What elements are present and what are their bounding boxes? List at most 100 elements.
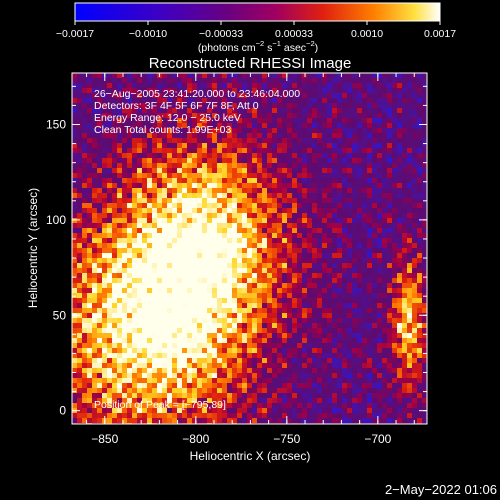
heatmap-pixel bbox=[202, 98, 207, 103]
heatmap-pixel bbox=[422, 233, 427, 238]
heatmap-pixel bbox=[342, 348, 347, 353]
heatmap-pixel bbox=[107, 203, 112, 208]
heatmap-pixel bbox=[212, 258, 217, 263]
heatmap-pixel bbox=[257, 363, 262, 368]
heatmap-pixel bbox=[412, 358, 417, 363]
heatmap-pixel bbox=[302, 393, 307, 398]
heatmap-pixel bbox=[422, 363, 427, 368]
heatmap-pixel bbox=[142, 383, 147, 388]
heatmap-pixel bbox=[97, 128, 102, 133]
heatmap-pixel bbox=[397, 323, 402, 328]
heatmap-pixel bbox=[217, 93, 222, 98]
heatmap-pixel bbox=[357, 88, 362, 93]
heatmap-pixel bbox=[107, 208, 112, 213]
heatmap-pixel bbox=[302, 383, 307, 388]
heatmap-pixel bbox=[252, 98, 257, 103]
heatmap-pixel bbox=[217, 348, 222, 353]
heatmap-pixel bbox=[92, 93, 97, 98]
heatmap-pixel bbox=[157, 218, 162, 223]
heatmap-pixel bbox=[127, 373, 132, 378]
heatmap-pixel bbox=[332, 73, 337, 78]
heatmap-pixel bbox=[192, 263, 197, 268]
heatmap-pixel bbox=[337, 338, 342, 343]
heatmap-pixel bbox=[422, 368, 427, 373]
heatmap-pixel bbox=[87, 198, 92, 203]
heatmap-pixel bbox=[367, 98, 372, 103]
heatmap-pixel bbox=[102, 388, 107, 393]
heatmap-pixel bbox=[172, 323, 177, 328]
heatmap-pixel bbox=[117, 273, 122, 278]
heatmap-pixel bbox=[222, 98, 227, 103]
heatmap-pixel bbox=[352, 278, 357, 283]
heatmap-pixel bbox=[252, 258, 257, 263]
heatmap-pixel bbox=[132, 273, 137, 278]
heatmap-pixel bbox=[82, 258, 87, 263]
heatmap-pixel bbox=[102, 318, 107, 323]
heatmap-pixel bbox=[392, 333, 397, 338]
heatmap-pixel bbox=[207, 93, 212, 98]
heatmap-pixel bbox=[237, 83, 242, 88]
heatmap-pixel bbox=[297, 213, 302, 218]
heatmap-pixel bbox=[252, 108, 257, 113]
heatmap-pixel bbox=[257, 228, 262, 233]
heatmap-pixel bbox=[397, 168, 402, 173]
heatmap-pixel bbox=[422, 298, 427, 303]
heatmap-pixel bbox=[92, 308, 97, 313]
plot-title: Reconstructed RHESSI Image bbox=[149, 55, 352, 72]
heatmap-pixel bbox=[217, 238, 222, 243]
heatmap-pixel bbox=[282, 108, 287, 113]
heatmap-pixel bbox=[317, 118, 322, 123]
heatmap-pixel bbox=[297, 203, 302, 208]
heatmap-pixel bbox=[412, 408, 417, 413]
heatmap-pixel bbox=[72, 88, 77, 93]
heatmap-pixel bbox=[307, 313, 312, 318]
heatmap-pixel bbox=[397, 333, 402, 338]
heatmap-pixel bbox=[402, 103, 407, 108]
heatmap-pixel bbox=[422, 373, 427, 378]
heatmap-pixel bbox=[312, 298, 317, 303]
heatmap-pixel bbox=[127, 368, 132, 373]
heatmap-pixel bbox=[162, 183, 167, 188]
heatmap-pixel bbox=[107, 123, 112, 128]
heatmap-pixel bbox=[372, 263, 377, 268]
heatmap-pixel bbox=[227, 103, 232, 108]
heatmap-pixel bbox=[272, 248, 277, 253]
heatmap-pixel bbox=[372, 348, 377, 353]
heatmap-pixel bbox=[212, 333, 217, 338]
heatmap-pixel bbox=[322, 318, 327, 323]
heatmap-pixel bbox=[112, 73, 117, 78]
heatmap-pixel bbox=[117, 283, 122, 288]
heatmap-pixel bbox=[377, 78, 382, 83]
heatmap-pixel bbox=[237, 363, 242, 368]
heatmap-pixel bbox=[277, 313, 282, 318]
heatmap-pixel bbox=[242, 343, 247, 348]
heatmap-pixel bbox=[317, 328, 322, 333]
heatmap-pixel bbox=[332, 268, 337, 273]
heatmap-pixel bbox=[102, 278, 107, 283]
heatmap-pixel bbox=[247, 358, 252, 363]
heatmap-pixel bbox=[392, 408, 397, 413]
heatmap-pixel bbox=[107, 178, 112, 183]
heatmap-pixel bbox=[182, 348, 187, 353]
heatmap-pixel bbox=[337, 343, 342, 348]
heatmap-pixel bbox=[317, 148, 322, 153]
heatmap-pixel bbox=[132, 178, 137, 183]
heatmap-pixel bbox=[287, 263, 292, 268]
heatmap-pixel bbox=[397, 398, 402, 403]
heatmap-pixel bbox=[357, 308, 362, 313]
heatmap-pixel bbox=[237, 178, 242, 183]
heatmap-pixel bbox=[132, 228, 137, 233]
heatmap-pixel bbox=[102, 183, 107, 188]
heatmap-pixel bbox=[157, 118, 162, 123]
heatmap-pixel bbox=[307, 258, 312, 263]
heatmap-pixel bbox=[382, 158, 387, 163]
heatmap-pixel bbox=[262, 193, 267, 198]
heatmap-pixel bbox=[407, 83, 412, 88]
heatmap-pixel bbox=[402, 153, 407, 158]
heatmap-pixel bbox=[72, 108, 77, 113]
heatmap-pixel bbox=[122, 373, 127, 378]
heatmap-pixel bbox=[392, 193, 397, 198]
heatmap-pixel bbox=[322, 123, 327, 128]
heatmap-pixel bbox=[397, 103, 402, 108]
heatmap-pixel bbox=[222, 208, 227, 213]
